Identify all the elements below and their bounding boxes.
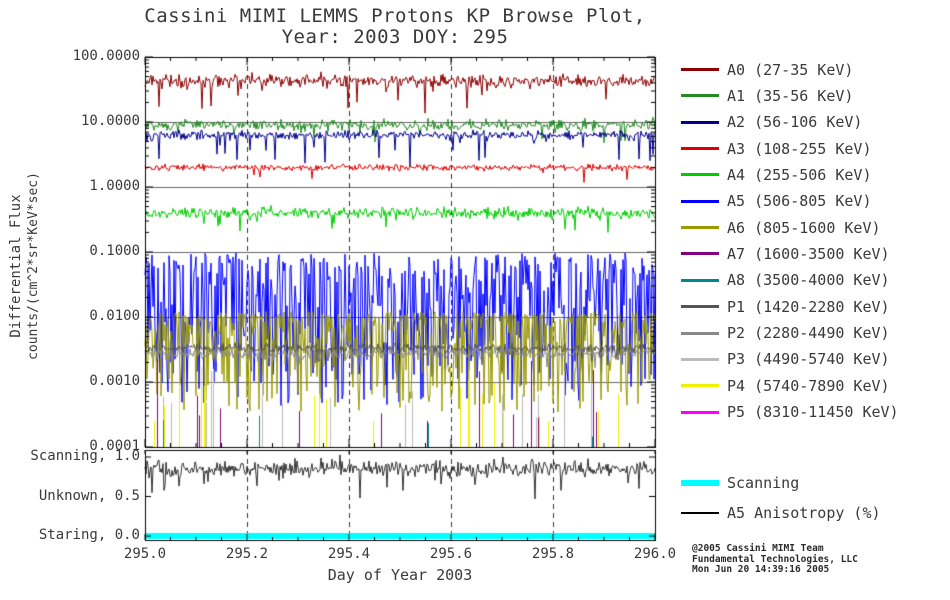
x-axis-title: Day of Year 2003 <box>327 566 473 584</box>
x-tick-label: 295.8 <box>531 546 575 562</box>
legend-label-a0: A0 (27-35 KeV) <box>727 60 854 79</box>
legend-label-p4: P4 (5740-7890 KeV) <box>727 376 890 395</box>
credit-line2: Fundamental Technologies, LLC <box>692 553 858 565</box>
legend-label-a6: A6 (805-1600 KeV) <box>727 218 881 237</box>
legend-swatch-p3 <box>681 357 719 361</box>
mode-tick-label: Scanning, 1.0 <box>30 448 140 464</box>
legend-item-p5: P5 (8310-11450 KeV) <box>681 403 899 422</box>
y-axis-title-line1: Differential Flux <box>8 194 24 338</box>
legend-item-p2: P2 (2280-4490 KeV) <box>681 324 890 343</box>
legend-swatch-a4 <box>681 173 719 177</box>
x-tick-label: 295.0 <box>123 546 167 562</box>
y-axis-title: Differential Flux counts/(cm^2*sr*KeV*se… <box>8 116 48 416</box>
legend-item-a5: A5 (506-805 KeV) <box>681 192 872 211</box>
legend-label-a5: A5 (506-805 KeV) <box>727 192 872 211</box>
chart-title: Cassini MIMI LEMMS Protons KP Browse Plo… <box>0 6 790 48</box>
y-tick-label: 0.0010 <box>89 373 140 389</box>
x-tick-label: 295.6 <box>429 546 473 562</box>
credit-line3: Mon Jun 20 14:39:16 2005 <box>692 564 830 575</box>
legend-item-a2: A2 (56-106 KeV) <box>681 113 862 132</box>
y-tick-label: 0.0100 <box>89 308 140 324</box>
legend-swatch-a8 <box>681 278 719 282</box>
x-tick-label: 296.0 <box>633 546 677 562</box>
legend-label-a8: A8 (3500-4000 KeV) <box>727 271 890 290</box>
y-tick-label: 100.0000 <box>72 48 140 64</box>
mode-tick-label: Unknown, 0.5 <box>38 487 140 504</box>
legend-label-a4: A4 (255-506 KeV) <box>727 165 872 184</box>
legend-swatch-p1 <box>681 305 719 309</box>
legend-swatch-scanning <box>681 479 719 486</box>
legend-label-p1: P1 (1420-2280 KeV) <box>727 297 890 316</box>
credit-text: @2005 Cassini MIMI Team Fundamental Tech… <box>692 543 858 576</box>
chart-title-line1: Cassini MIMI LEMMS Protons KP Browse Plo… <box>144 5 646 27</box>
legend-item-p1: P1 (1420-2280 KeV) <box>681 297 890 316</box>
mode-tick-label: Staring, 0.0 <box>38 527 140 543</box>
legend-swatch-p4 <box>681 384 719 388</box>
legend-label-p2: P2 (2280-4490 KeV) <box>727 324 890 342</box>
x-tick-label: 295.2 <box>225 546 269 562</box>
y-tick-label: 10.0000 <box>80 113 140 129</box>
legend-item-a6: A6 (805-1600 KeV) <box>681 218 881 237</box>
legend-label-scanning: Scanning <box>727 473 800 492</box>
legend-label-a1: A1 (35-56 KeV) <box>727 86 854 105</box>
legend-label-a2: A2 (56-106 KeV) <box>727 113 863 132</box>
y-tick-label: 0.1000 <box>89 243 140 259</box>
legend-item-a0: A0 (27-35 KeV) <box>681 60 853 79</box>
legend-item-a5_anisotropy: A5 Anisotropy (%) <box>681 503 881 522</box>
legend-swatch-a0 <box>681 68 719 71</box>
legend-item-scanning: Scanning <box>681 473 799 492</box>
legend-swatch-a6 <box>681 226 719 230</box>
legend-swatch-a5_anisotropy <box>681 511 719 514</box>
legend-swatch-a3 <box>681 147 719 151</box>
legend-item-a4: A4 (255-506 KeV) <box>681 165 872 184</box>
legend-swatch-p2 <box>681 331 719 335</box>
legend-swatch-a2 <box>681 120 719 124</box>
x-tick-label: 295.4 <box>327 546 371 562</box>
legend-label-a3: A3 (108-255 KeV) <box>727 139 872 158</box>
chart-title-line2: Year: 2003 DOY: 295 <box>281 26 509 48</box>
legend-item-p4: P4 (5740-7890 KeV) <box>681 376 890 395</box>
legend-label-a7: A7 (1600-3500 KeV) <box>727 244 890 263</box>
legend-swatch-a1 <box>681 94 719 98</box>
legend-item-a8: A8 (3500-4000 KeV) <box>681 271 890 290</box>
legend-swatch-a7 <box>681 252 719 256</box>
credit-line1: @2005 Cassini MIMI Team <box>692 543 824 554</box>
legend-item-a7: A7 (1600-3500 KeV) <box>681 244 890 263</box>
legend-label-p3: P3 (4490-5740 KeV) <box>727 350 890 369</box>
legend-item-a1: A1 (35-56 KeV) <box>681 86 853 105</box>
legend-label-p5: P5 (8310-11450 KeV) <box>727 403 899 422</box>
y-tick-label: 1.0000 <box>89 178 140 194</box>
legend-item-p3: P3 (4490-5740 KeV) <box>681 350 890 369</box>
y-tick-label: 0.0001 <box>89 438 140 454</box>
legend-swatch-a5 <box>681 199 719 203</box>
legend-label-a5_anisotropy: A5 Anisotropy (%) <box>727 503 881 522</box>
legend-item-a3: A3 (108-255 KeV) <box>681 139 872 158</box>
legend-swatch-p5 <box>681 410 719 414</box>
y-axis-title-line2: counts/(cm^2*sr*KeV*sec) <box>26 172 41 360</box>
